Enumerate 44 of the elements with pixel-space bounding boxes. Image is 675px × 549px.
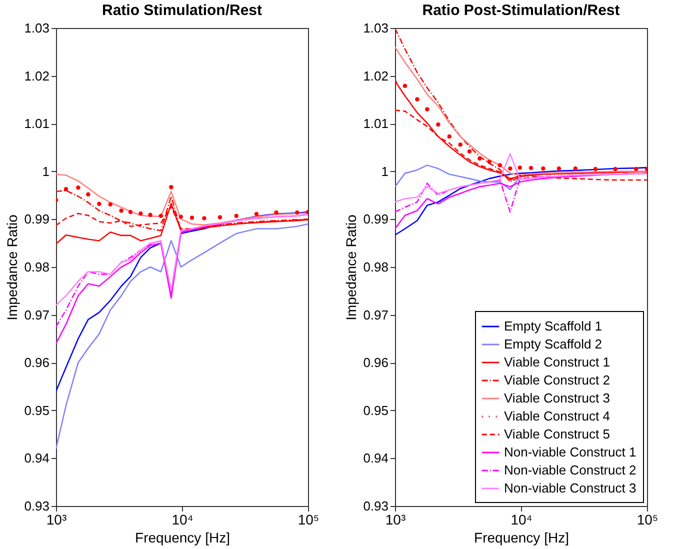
x-axis-title: Frequency [Hz] [135,530,230,546]
y-tick-label: 0.96 [24,355,50,370]
y-tick-label: 0.95 [363,402,388,418]
legend-label: Viable Construct 4 [504,408,610,424]
y-tick-label: 1.03 [363,20,388,36]
y-tick-label: 0.97 [363,307,388,322]
y-axis-title: Impedance Ratio [4,214,20,320]
y-tick-label: 0.93 [24,498,50,514]
x-tick-label: 10⁴ [172,512,194,528]
y-tick-label: 0.96 [363,355,388,370]
legend-label: Non-viable Construct 3 [504,480,636,496]
y-tick-label: 0.99 [24,212,50,227]
y-tick-label: 1.03 [24,20,50,36]
y-tick-label: 0.93 [363,498,388,514]
y-tick-label: 1.02 [363,68,388,84]
y-tick-label: 0.95 [24,402,50,418]
x-tick-label: 10³ [385,512,406,528]
y-tick-label: 0.94 [24,450,50,466]
y-tick-label: 0.98 [363,260,388,274]
legend-label: Viable Construct 3 [504,390,610,406]
legend-label: Non-viable Construct 2 [504,462,636,478]
y-tick-label: 1.01 [363,116,388,132]
x-tick-label: 10⁴ [510,512,532,528]
y-axis-title: Impedance Ratio [343,214,360,320]
x-tick-label: 10⁵ [298,512,320,528]
legend-label: Viable Construct 2 [504,372,610,388]
x-tick-label: 10⁵ [636,512,658,528]
legend-label: Viable Construct 1 [504,354,610,370]
y-tick-label: 0.94 [363,450,388,466]
y-tick-label: 0.99 [363,212,388,227]
chart-title: Ratio Post-Stimulation/Rest [422,2,620,19]
x-tick-label: 10³ [46,512,67,528]
legend-label: Non-viable Construct 1 [504,444,636,460]
legend-label: Empty Scaffold 1 [504,318,602,334]
y-tick-label: 1.01 [24,116,50,132]
chart-title: Ratio Stimulation/Rest [102,2,262,19]
x-axis-title: Frequency [Hz] [474,530,569,546]
y-tick-label: 0.98 [24,260,50,274]
y-tick-label: 1 [42,164,50,179]
y-tick-label: 1 [381,164,388,179]
legend-label: Empty Scaffold 2 [504,336,602,352]
y-tick-label: 1.02 [24,68,50,84]
legend-label: Viable Construct 5 [504,426,610,442]
y-tick-label: 0.97 [24,307,50,322]
